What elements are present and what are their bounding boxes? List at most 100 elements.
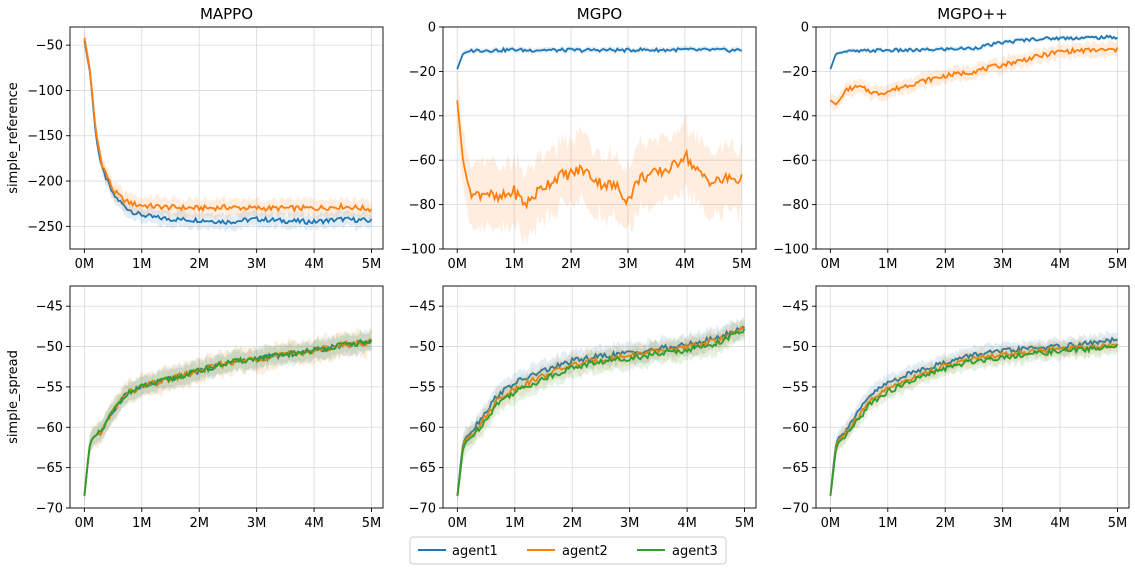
x-tick-label: 3M (620, 516, 640, 531)
y-tick-label: −60 (36, 421, 63, 436)
y-tick-label: −80 (782, 198, 809, 213)
x-tick-label: 0M (75, 257, 95, 272)
series-line-agent2 (829, 46, 1119, 106)
y-tick-label: −150 (27, 129, 63, 144)
subplot-title: MAPPO (200, 5, 253, 23)
y-tick-label: −45 (36, 300, 63, 315)
series-line-agent1 (456, 325, 746, 496)
plot-area (456, 45, 743, 246)
x-tick-label: 3M (247, 257, 267, 272)
series-line-agent1 (829, 34, 1118, 70)
plot-area (829, 33, 1119, 112)
y-tick-label: −40 (782, 109, 809, 124)
y-tick-label: −60 (409, 154, 436, 169)
y-tick-label: −45 (409, 300, 436, 315)
y-tick-label: −200 (27, 175, 63, 190)
series-line-agent1 (456, 46, 742, 70)
confidence-band-agent3 (457, 319, 745, 506)
x-tick-label: 1M (878, 516, 898, 531)
y-tick-label: −60 (782, 421, 809, 436)
y-tick-label: −55 (782, 380, 809, 395)
series-line-agent1 (83, 40, 373, 226)
axes-frame (69, 285, 384, 509)
x-tick-label: 4M (1050, 257, 1070, 272)
y-tick-label: −80 (409, 198, 436, 213)
x-tick-label: 5M (735, 516, 755, 531)
x-tick-label: 4M (677, 516, 697, 531)
y-tick-label: −100 (400, 243, 436, 258)
y-tick-label: 0 (801, 21, 809, 36)
plot-area (83, 29, 373, 233)
y-tick-label: −250 (27, 220, 63, 235)
x-tick-label: 2M (189, 516, 209, 531)
y-tick-label: −60 (782, 154, 809, 169)
legend-label-agent3: agent3 (672, 544, 718, 559)
subplot-6: 0M 1M 2M 3M 4M 5M −45 −50 −55 −60 −65 −70 (782, 285, 1130, 531)
subplot-3: 0M 1M 2M 3M 4M 5M 0 −20 −40 −60 −80 −100 MGPO++ (773, 5, 1130, 272)
x-tick-label: 3M (247, 516, 267, 531)
y-axis-label: simple_spread (6, 350, 21, 444)
series-line-agent2 (456, 100, 743, 210)
x-tick-label: 0M (821, 516, 841, 531)
x-tick-label: 5M (362, 257, 382, 272)
x-tick-label: 2M (561, 257, 581, 272)
x-tick-label: 4M (304, 257, 324, 272)
y-tick-label: −70 (782, 502, 809, 517)
x-tick-label: 3M (993, 516, 1013, 531)
y-tick-label: −65 (36, 461, 63, 476)
x-tick-label: 1M (878, 257, 898, 272)
series-line-agent2 (829, 342, 1119, 497)
series-line-agent2 (83, 37, 373, 214)
x-tick-label: 4M (675, 257, 695, 272)
x-tick-label: 5M (732, 257, 752, 272)
x-tick-label: 4M (304, 516, 324, 531)
x-tick-label: 5M (1108, 516, 1128, 531)
y-tick-label: −55 (409, 380, 436, 395)
y-tick-label: −50 (782, 340, 809, 355)
x-tick-label: 1M (504, 257, 524, 272)
y-tick-label: −65 (409, 461, 436, 476)
axes-frame (442, 26, 757, 250)
x-tick-label: 0M (821, 257, 841, 272)
y-tick-label: −100 (773, 243, 809, 258)
y-tick-label: −70 (409, 502, 436, 517)
confidence-band-agent3 (84, 329, 372, 508)
legend-label-agent1: agent1 (452, 544, 498, 559)
y-tick-label: −50 (36, 39, 63, 54)
x-tick-label: 3M (993, 257, 1013, 272)
x-tick-label: 4M (1050, 516, 1070, 531)
subplot-2: 0M 1M 2M 3M 4M 5M 0 −20 −40 −60 −80 −100 MGPO (400, 5, 757, 272)
y-tick-label: −60 (409, 421, 436, 436)
axes-frame (815, 26, 1130, 250)
subplot-5: 0M 1M 2M 3M 4M 5M −45 −50 −55 −60 −65 −70 (409, 285, 757, 531)
confidence-band-agent2 (84, 29, 372, 222)
confidence-band-agent2 (457, 62, 742, 246)
y-tick-label: −45 (782, 300, 809, 315)
legend: agent1 agent2 agent3 (409, 536, 727, 565)
legend-label-agent2: agent2 (562, 544, 608, 559)
x-tick-label: 2M (935, 257, 955, 272)
x-tick-label: 5M (362, 516, 382, 531)
confidence-band-agent2 (830, 39, 1118, 112)
subplot-grid: 0M 1M 2M 3M 4M 5M −50 −100 −150 −200 −250 MAPPO simp… (6, 5, 1130, 531)
x-tick-label: 2M (935, 516, 955, 531)
confidence-band-agent2 (830, 335, 1118, 504)
y-tick-label: −40 (409, 109, 436, 124)
x-tick-label: 2M (189, 257, 209, 272)
x-tick-label: 1M (132, 516, 152, 531)
y-tick-label: −70 (36, 502, 63, 517)
subplot-1: 0M 1M 2M 3M 4M 5M −50 −100 −150 −200 −250 MAPPO simp… (6, 5, 384, 272)
x-tick-label: 1M (505, 516, 525, 531)
x-tick-label: 2M (562, 516, 582, 531)
y-tick-label: −100 (27, 84, 63, 99)
x-tick-label: 0M (447, 257, 467, 272)
y-tick-label: 0 (428, 21, 436, 36)
series-line-agent3 (829, 343, 1119, 497)
y-axis-label: simple_reference (6, 82, 21, 193)
plot-area (83, 326, 373, 508)
series-line-agent3 (456, 328, 746, 497)
x-tick-label: 5M (1108, 257, 1128, 272)
legend-frame (409, 536, 727, 565)
subplot-title: MGPO++ (937, 5, 1008, 23)
